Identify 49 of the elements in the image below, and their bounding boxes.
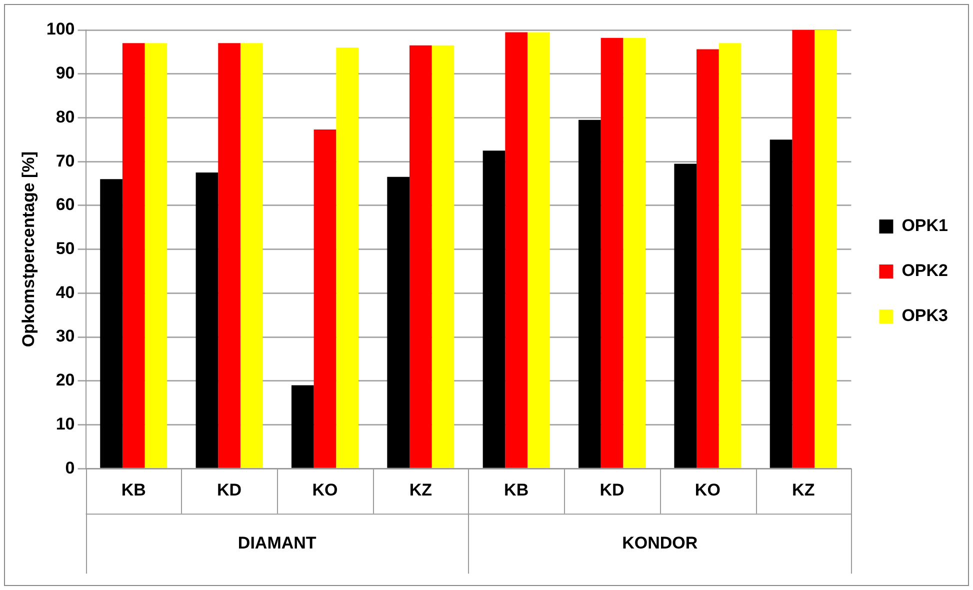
- bar: [814, 30, 837, 468]
- bar: [409, 45, 432, 468]
- bar: [291, 385, 314, 468]
- bar: [196, 172, 218, 468]
- y-tick-label: 80: [56, 107, 75, 126]
- x-tick-label: KB: [121, 480, 146, 500]
- bar: [792, 30, 815, 468]
- y-tick-label: 0: [65, 458, 75, 478]
- y-tick-label: 60: [56, 195, 75, 214]
- y-tick-label: 70: [56, 151, 75, 170]
- bar: [696, 49, 719, 468]
- bar: [600, 38, 624, 468]
- bar: [122, 43, 145, 468]
- bar: [240, 43, 263, 468]
- y-axis-title: Opkomstpercentage [%]: [18, 152, 38, 348]
- y-tick-label: 100: [46, 20, 75, 39]
- bar: [100, 179, 122, 468]
- x-tick-label: KO: [694, 480, 720, 500]
- legend-label: OPK2: [902, 261, 948, 280]
- bar: [718, 43, 742, 468]
- bar: [674, 164, 697, 468]
- x-tick-label: KB: [504, 480, 529, 500]
- y-tick-label: 20: [56, 370, 75, 390]
- text: KONDOR: [622, 533, 698, 552]
- bar: [623, 38, 646, 468]
- x-tick-label: KZ: [792, 480, 815, 500]
- bar: [578, 120, 601, 468]
- text: DIAMANT: [238, 533, 317, 552]
- y-tick-label: 50: [56, 238, 75, 258]
- legend-label: OPK3: [902, 306, 948, 326]
- legend-label: OPK1: [902, 216, 948, 236]
- bar: [505, 32, 528, 468]
- bar: [314, 130, 336, 468]
- x-tick-label: KD: [600, 480, 624, 500]
- bar: [144, 43, 168, 468]
- y-tick-label: 10: [56, 414, 75, 434]
- y-tick-label: 90: [56, 64, 75, 83]
- bar: [432, 45, 454, 468]
- x-tick-label: KZ: [409, 480, 432, 500]
- y-tick-label: 30: [56, 326, 75, 346]
- x-tick-label: KD: [217, 480, 242, 500]
- bar: [336, 48, 358, 468]
- bar: [482, 150, 506, 468]
- bar: [770, 140, 792, 468]
- bar: [218, 43, 240, 468]
- bar: [527, 32, 550, 468]
- y-tick-label: 40: [56, 282, 75, 302]
- x-tick-label: KO: [312, 480, 338, 500]
- bar: [387, 176, 410, 468]
